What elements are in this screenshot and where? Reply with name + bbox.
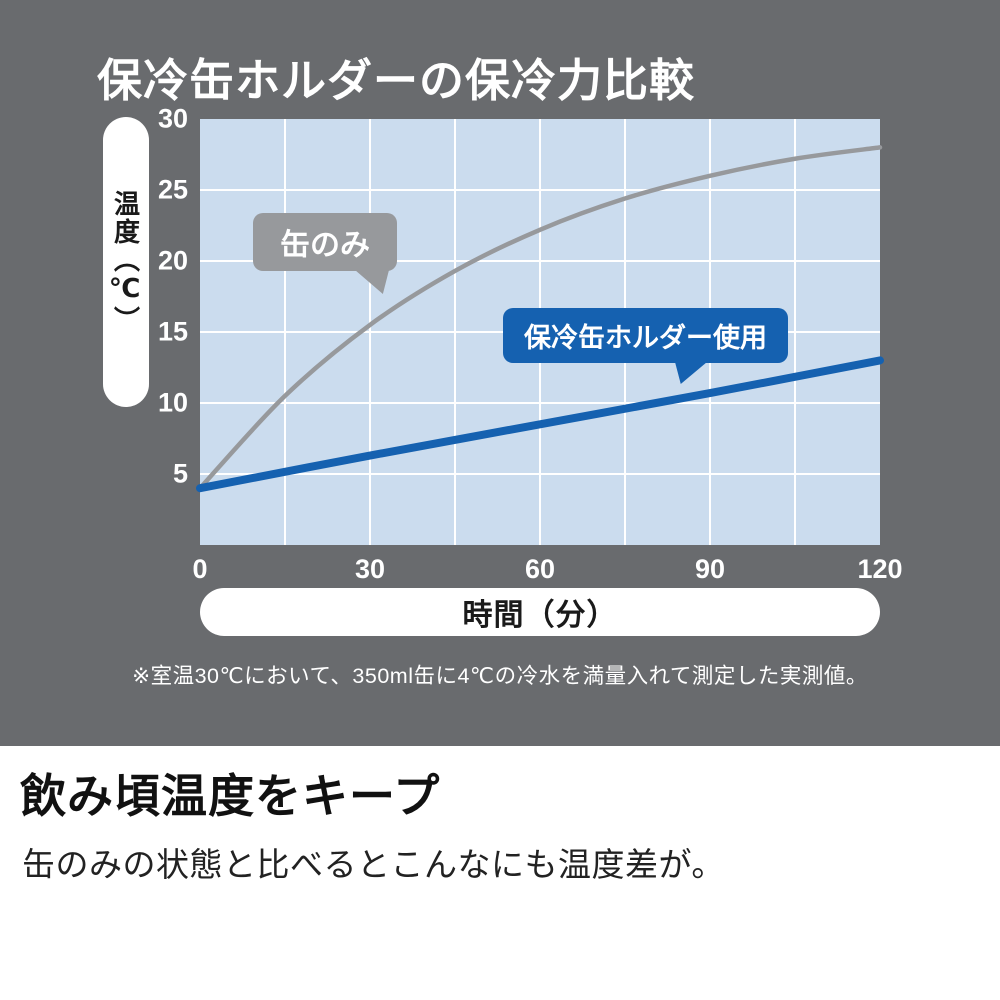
x-axis-label-pill: 時間（分） [200,588,880,636]
plot-area: 缶のみ 保冷缶ホルダー使用 [196,119,884,545]
y-tick: 30 [157,103,188,134]
x-tick: 60 [524,554,556,584]
y-axis-label-pill: 温度（℃） [103,117,149,407]
line-chart [196,119,884,545]
y-axis-ticks: 30 25 20 15 10 5 [60,104,188,545]
y-tick: 20 [157,245,188,276]
chart-panel: 保冷缶ホルダーの保冷力比較 温度（℃） 30 25 20 15 10 5 缶のみ 保冷缶ホ… [0,0,1000,746]
caption-section: 飲み頃温度をキープ 缶のみの状態と比べるとこんなにも温度差が。 [0,746,1000,1000]
caption-heading: 飲み頃温度をキープ [20,770,441,822]
x-tick: 30 [354,554,386,584]
series-label-can-only: 缶のみ [253,213,397,271]
series-label-can-only-text: 缶のみ [280,229,370,262]
y-tick: 10 [157,387,188,418]
footnote: ※室温30℃において、350ml缶に4℃の冷水を満量入れて測定した実測値。 [132,664,868,688]
series-label-holder-text: 保冷缶ホルダー使用 [524,323,767,353]
y-tick: 15 [157,316,188,347]
y-axis-label: 温度（℃） [110,190,141,334]
x-tick: 0 [192,554,208,584]
y-tick: 5 [172,458,188,489]
y-tick: 25 [157,174,188,205]
chart-title: 保冷缶ホルダーの保冷力比較 [97,55,696,106]
x-tick: 120 [857,554,903,584]
x-axis-ticks: 0 30 60 90 120 [192,554,902,586]
x-tick: 90 [694,554,726,584]
series-label-holder: 保冷缶ホルダー使用 [503,308,788,363]
caption-body: 缶のみの状態と比べるとこんなにも温度差が。 [22,846,725,883]
x-axis-label: 時間（分） [462,599,618,632]
